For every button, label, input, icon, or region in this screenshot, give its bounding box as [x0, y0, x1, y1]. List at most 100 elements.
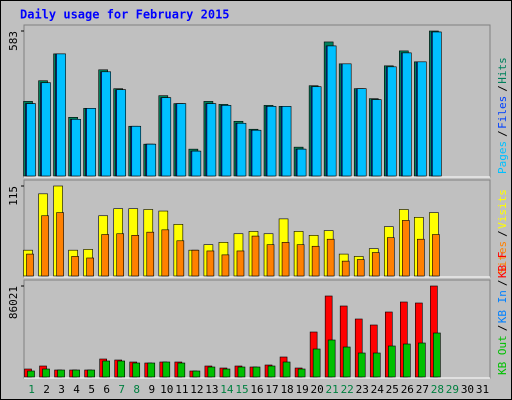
bar — [327, 339, 336, 378]
bar — [192, 370, 201, 378]
x-tick-label: 4 — [73, 383, 80, 396]
bar — [356, 88, 367, 177]
bar — [432, 31, 442, 177]
x-tick-label: 17 — [265, 383, 278, 396]
bar — [87, 369, 95, 378]
x-tick-label: 30 — [461, 383, 474, 396]
x-tick-label: 7 — [118, 383, 125, 396]
bar — [71, 256, 79, 277]
legend-entry: KB F — [496, 252, 509, 279]
x-tick-label: 19 — [295, 383, 308, 396]
bar — [72, 369, 80, 378]
bar — [86, 108, 96, 177]
bar — [41, 82, 51, 177]
bar — [266, 106, 277, 177]
bar — [102, 360, 110, 378]
x-tick-label: 9 — [148, 383, 155, 396]
bar — [206, 103, 217, 177]
bar — [326, 238, 335, 277]
x-tick-label: 8 — [133, 383, 140, 396]
x-tick-label: 20 — [311, 383, 324, 396]
y-tick-label: 86021 — [7, 286, 20, 319]
bar — [371, 252, 380, 277]
bar — [131, 125, 142, 177]
bar — [191, 150, 202, 177]
bar — [177, 362, 186, 378]
legend-separator: / — [496, 325, 509, 332]
bar — [116, 89, 127, 177]
legend-separator: / — [496, 230, 509, 237]
bar — [86, 257, 94, 277]
x-tick-label: 26 — [401, 383, 414, 396]
legend-separator: / — [496, 130, 509, 137]
legend-entry: Visits — [496, 189, 509, 229]
bar — [27, 370, 35, 378]
legend-separator: / — [496, 280, 509, 287]
bar — [251, 129, 262, 177]
chart-title: Daily usage for February 2015 — [20, 8, 230, 22]
bar — [386, 237, 395, 277]
x-tick-label: 12 — [190, 383, 203, 396]
bar — [296, 148, 307, 177]
bar — [403, 343, 411, 378]
x-tick-label: 1 — [28, 383, 35, 396]
bar — [101, 71, 111, 177]
x-tick-label: 21 — [326, 383, 339, 396]
bar — [237, 366, 246, 378]
bar — [146, 143, 157, 177]
x-tick-label: 6 — [103, 383, 110, 396]
legend-entry: Pages — [496, 141, 509, 174]
x-tick-label: 27 — [416, 383, 429, 396]
x-tick-label: 11 — [175, 383, 188, 396]
legend-separator: / — [496, 85, 509, 92]
bar — [432, 234, 440, 277]
bar — [131, 235, 140, 277]
bar — [42, 368, 50, 378]
x-tick-label: 23 — [356, 383, 369, 396]
x-tick-label: 5 — [88, 383, 95, 396]
bar — [372, 352, 381, 378]
x-tick-label: 2 — [43, 383, 50, 396]
bar — [221, 105, 232, 177]
x-tick-label: 15 — [235, 383, 248, 396]
bar — [236, 122, 247, 177]
bar — [281, 106, 292, 177]
bar — [236, 250, 245, 277]
bar — [357, 352, 366, 378]
bar — [311, 86, 322, 177]
bar — [56, 53, 66, 177]
bar — [56, 212, 64, 277]
bar — [267, 365, 276, 378]
bar — [326, 45, 337, 177]
bar — [132, 362, 141, 378]
bar — [26, 253, 34, 277]
bar — [206, 250, 215, 277]
bar — [266, 244, 275, 277]
x-tick-label: 18 — [280, 383, 293, 396]
x-tick-label: 31 — [476, 383, 489, 396]
x-tick-label: 29 — [446, 383, 459, 396]
bar — [356, 259, 365, 277]
x-tick-label: 24 — [371, 383, 385, 396]
bar — [207, 366, 216, 378]
bar — [116, 233, 125, 277]
bar — [296, 244, 305, 277]
bar — [26, 103, 36, 177]
bar — [386, 66, 397, 177]
bar — [41, 215, 49, 277]
bar — [418, 342, 426, 378]
bar — [341, 63, 352, 177]
bar — [222, 368, 231, 378]
x-tick-label: 13 — [205, 383, 218, 396]
legend-entry: Sites — [496, 241, 509, 274]
bar — [176, 240, 185, 277]
bar — [146, 231, 155, 277]
y-tick-label: 115 — [7, 186, 20, 206]
bar — [371, 99, 382, 177]
bar — [176, 103, 187, 177]
bar — [221, 254, 230, 277]
bar — [101, 234, 109, 277]
bar — [251, 235, 260, 277]
bar — [297, 368, 306, 378]
bar — [402, 220, 410, 277]
